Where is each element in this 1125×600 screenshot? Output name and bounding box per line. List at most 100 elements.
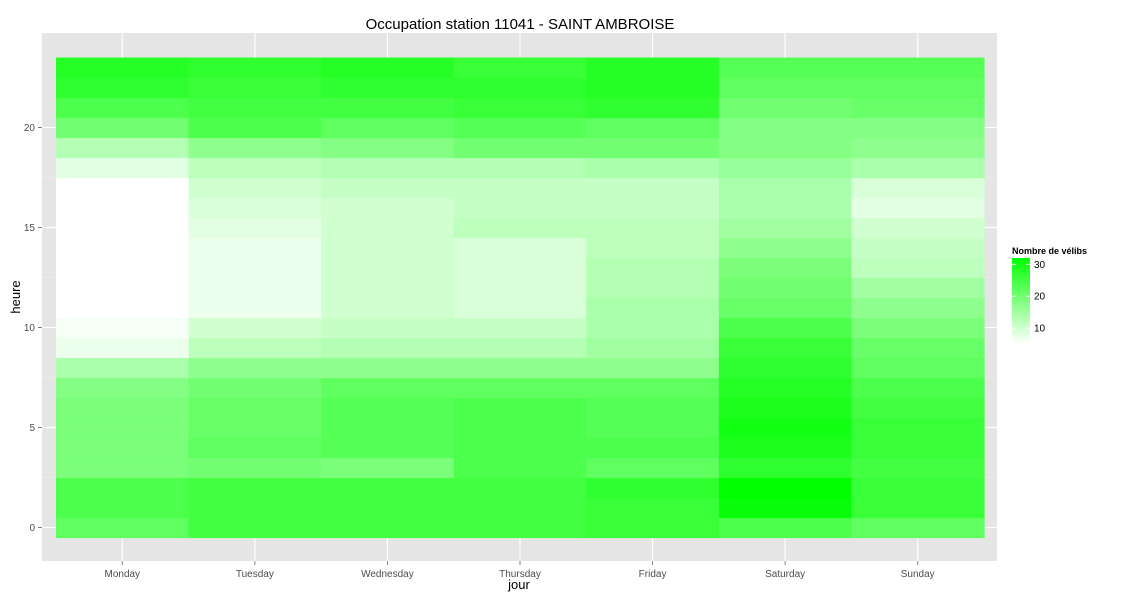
heatmap-cell xyxy=(851,117,985,139)
heatmap-cell xyxy=(851,397,985,419)
heatmap-cell xyxy=(56,457,190,479)
heatmap-cell xyxy=(56,157,190,179)
heatmap-cell xyxy=(56,77,190,99)
heatmap-cell xyxy=(718,497,853,519)
heatmap-cell xyxy=(718,257,853,279)
heatmap-cell xyxy=(56,357,190,379)
heatmap-tiles xyxy=(56,57,985,539)
legend: Nombre de vélibs 10 20 30 xyxy=(1012,246,1087,344)
heatmap-cell xyxy=(188,477,322,499)
heatmap-cell xyxy=(321,117,455,139)
heatmap-cell xyxy=(718,457,853,479)
heatmap-cell xyxy=(321,277,455,299)
heatmap-cell xyxy=(851,197,985,219)
heatmap-cell xyxy=(586,437,720,459)
heatmap-cell xyxy=(851,77,985,99)
heatmap-cell xyxy=(188,237,322,259)
x-axis-title: jour xyxy=(507,577,530,592)
chart-title: Occupation station 11041 - SAINT AMBROIS… xyxy=(366,16,675,33)
heatmap-cell xyxy=(718,517,853,539)
heatmap-cell xyxy=(321,497,455,519)
heatmap-cell xyxy=(586,237,720,259)
heatmap-cell xyxy=(453,297,587,319)
heatmap-cell xyxy=(718,297,853,319)
heatmap-cell xyxy=(851,277,985,299)
heatmap-cell xyxy=(851,137,985,159)
heatmap-cell xyxy=(453,157,587,179)
heatmap-cell xyxy=(453,217,587,239)
heatmap-cell xyxy=(453,177,587,199)
heatmap-cell xyxy=(321,77,455,99)
heatmap-cell xyxy=(321,337,455,359)
legend-tick-label: 30 xyxy=(1034,260,1046,271)
heatmap-cell xyxy=(188,157,322,179)
heatmap-cell xyxy=(188,117,322,139)
heatmap-cell xyxy=(188,197,322,219)
heatmap-cell xyxy=(851,157,985,179)
heatmap-cell xyxy=(586,137,720,159)
heatmap-cell xyxy=(188,457,322,479)
heatmap-cell xyxy=(321,177,455,199)
heatmap-cell xyxy=(56,297,190,319)
heatmap-cell xyxy=(453,377,587,399)
heatmap-cell xyxy=(586,97,720,119)
y-tick-label: 20 xyxy=(24,123,36,134)
x-axis-ticks: Monday Tuesday Wednesday Thursday Friday Satu… xyxy=(104,561,935,580)
y-tick-label: 5 xyxy=(29,423,35,434)
heatmap-cell xyxy=(321,517,455,539)
heatmap-cell xyxy=(851,237,985,259)
heatmap-cell xyxy=(718,217,853,239)
heatmap-cell xyxy=(718,477,853,499)
heatmap-cell xyxy=(851,497,985,519)
heatmap-cell xyxy=(56,237,190,259)
heatmap-cell xyxy=(188,497,322,519)
heatmap-cell xyxy=(321,97,455,119)
heatmap-cell xyxy=(453,317,587,339)
heatmap-cell xyxy=(453,457,587,479)
heatmap-cell xyxy=(453,357,587,379)
y-axis-ticks: 0 5 10 15 20 xyxy=(24,123,42,534)
heatmap-cell xyxy=(586,377,720,399)
heatmap-cell xyxy=(321,137,455,159)
heatmap-cell xyxy=(586,117,720,139)
heatmap-cell xyxy=(188,517,322,539)
heatmap-cell xyxy=(851,337,985,359)
heatmap-cell xyxy=(56,217,190,239)
heatmap-cell xyxy=(718,337,853,359)
heatmap-cell xyxy=(56,477,190,499)
heatmap-cell xyxy=(851,317,985,339)
heatmap-cell xyxy=(321,217,455,239)
heatmap-cell xyxy=(56,337,190,359)
heatmap-cell xyxy=(851,377,985,399)
heatmap-cell xyxy=(56,97,190,119)
legend-tick-label: 10 xyxy=(1034,324,1046,335)
heatmap-cell xyxy=(586,277,720,299)
heatmap-cell xyxy=(56,397,190,419)
x-tick-label: Monday xyxy=(104,569,140,580)
x-tick-label: Saturday xyxy=(765,569,805,580)
heatmap-cell xyxy=(586,457,720,479)
heatmap-cell xyxy=(188,177,322,199)
heatmap-cell xyxy=(188,57,322,79)
heatmap-cell xyxy=(586,157,720,179)
heatmap-cell xyxy=(188,357,322,379)
legend-colorbar xyxy=(1012,258,1030,344)
heatmap-cell xyxy=(586,497,720,519)
heatmap-cell xyxy=(453,57,587,79)
x-tick-label: Sunday xyxy=(901,569,935,580)
heatmap-cell xyxy=(188,277,322,299)
heatmap-cell xyxy=(56,257,190,279)
heatmap-cell xyxy=(321,257,455,279)
heatmap-cell xyxy=(851,437,985,459)
heatmap-cell xyxy=(453,477,587,499)
heatmap-cell xyxy=(188,77,322,99)
heatmap-cell xyxy=(586,337,720,359)
heatmap-cell xyxy=(586,77,720,99)
heatmap-cell xyxy=(56,417,190,439)
heatmap-cell xyxy=(586,397,720,419)
heatmap-cell xyxy=(321,377,455,399)
heatmap-cell xyxy=(56,177,190,199)
heatmap-cell xyxy=(718,57,853,79)
heatmap-cell xyxy=(718,437,853,459)
